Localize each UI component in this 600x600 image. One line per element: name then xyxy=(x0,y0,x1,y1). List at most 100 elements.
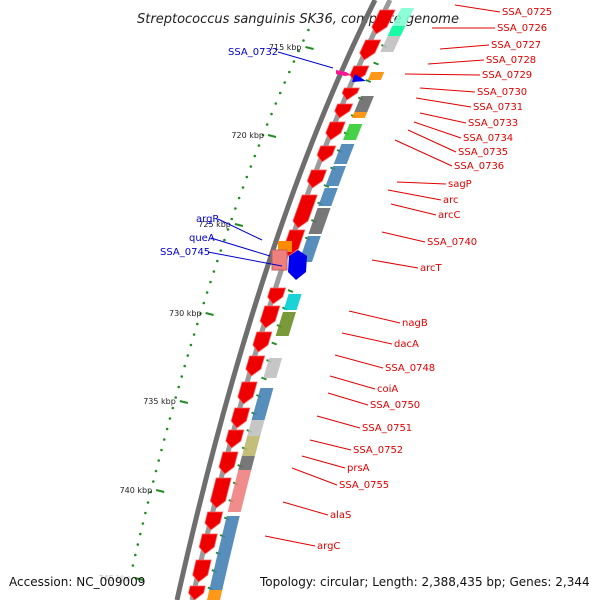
label-leader xyxy=(301,455,346,469)
gene-label-SSA_0751: SSA_0751 xyxy=(362,423,412,434)
gene-label-SSA_0750: SSA_0750 xyxy=(370,400,420,411)
gene-label-SSA_0755: SSA_0755 xyxy=(339,480,389,491)
genome-summary-text: Topology: circular; Length: 2,388,435 bp… xyxy=(260,575,590,589)
label-leader xyxy=(415,97,472,108)
gc-dot xyxy=(152,480,155,483)
feature-block xyxy=(351,112,368,118)
ruler-tick xyxy=(305,46,314,50)
gene-arrow xyxy=(334,103,354,119)
gene-SSA_0732-arrow xyxy=(352,74,366,82)
label-leader xyxy=(371,259,419,269)
gc-dot xyxy=(302,39,305,42)
gene-queA xyxy=(271,249,288,271)
gc-dot xyxy=(199,312,202,315)
gene-label-SSA_0733: SSA_0733 xyxy=(468,118,518,129)
gene-arrow xyxy=(325,121,346,141)
gc-dot xyxy=(154,469,158,473)
feature-block xyxy=(275,312,296,336)
ruler-tick xyxy=(134,577,144,581)
label-leader xyxy=(210,237,271,257)
label-leader xyxy=(348,310,401,324)
gc-dot xyxy=(292,60,296,63)
label-leader xyxy=(264,535,316,547)
ruler-label: 730 kbp xyxy=(169,309,202,318)
gc-dot xyxy=(261,133,265,137)
feature-block xyxy=(387,26,406,36)
gene-label-nagB: nagB xyxy=(402,318,428,329)
inner-tick xyxy=(287,289,294,293)
feature-block xyxy=(333,144,355,164)
gc-dot xyxy=(212,270,216,273)
ruler-label: 735 kbp xyxy=(143,397,176,406)
label-leader xyxy=(419,112,467,124)
feature-block xyxy=(209,560,230,590)
gene-arrow xyxy=(306,169,328,189)
ruler-label: 725 kbp xyxy=(198,220,231,229)
gc-dot xyxy=(307,28,310,32)
gc-dot xyxy=(168,417,172,420)
feature-block xyxy=(354,96,374,112)
gc-dot xyxy=(230,217,233,221)
gc-dot xyxy=(249,165,253,168)
label-leader xyxy=(309,439,352,451)
gc-dot xyxy=(202,301,206,305)
feature-block xyxy=(227,470,252,512)
gc-dot xyxy=(196,322,199,326)
gc-dot xyxy=(189,343,193,347)
label-leader xyxy=(404,73,481,76)
ruler-label: 740 kbp xyxy=(120,486,153,495)
inner-tick xyxy=(373,61,379,66)
label-leader xyxy=(291,467,338,486)
gene-arrow xyxy=(292,194,318,229)
gene-label-arcT: arcT xyxy=(420,263,443,274)
gc-dot xyxy=(144,511,147,515)
accession-text: Accession: NC_009009 xyxy=(9,575,146,589)
gene-arrow xyxy=(252,331,273,353)
gene-label-SSA_0728: SSA_0728 xyxy=(486,55,536,66)
gc-dot xyxy=(134,553,137,557)
gene-label-dacA: dacA xyxy=(394,339,419,350)
gene-SSA_0745 xyxy=(288,250,307,280)
label-leader xyxy=(277,51,334,69)
ruler-tick xyxy=(234,223,244,227)
feature-block xyxy=(207,590,223,600)
gc-dot xyxy=(186,354,190,357)
label-leader xyxy=(396,181,447,185)
gene-arrow xyxy=(245,355,266,377)
gene-label-SSA_0727: SSA_0727 xyxy=(491,40,541,51)
gene-label-SSA_0729: SSA_0729 xyxy=(482,70,532,81)
gene-arrow xyxy=(341,87,360,101)
feature-block xyxy=(380,36,401,52)
gene-arrow xyxy=(192,559,212,583)
gc-dot xyxy=(245,175,249,179)
inner-tick xyxy=(271,341,278,346)
feature-block xyxy=(216,516,240,560)
gene-arrow xyxy=(204,511,224,531)
gc-dot xyxy=(288,70,291,74)
gene-label-SSA_0740: SSA_0740 xyxy=(427,237,477,248)
gc-dot xyxy=(141,522,145,525)
gc-dot xyxy=(234,207,237,210)
gc-dot xyxy=(223,238,226,242)
gene-arrow xyxy=(218,451,239,475)
gene-label-SSA_0731: SSA_0731 xyxy=(473,102,523,113)
feature-block xyxy=(318,188,338,206)
gene-arrow xyxy=(259,305,281,329)
gc-dot xyxy=(265,123,269,126)
gene-label-argC: argC xyxy=(317,541,340,552)
gene-label-SSA_0730: SSA_0730 xyxy=(477,87,527,98)
gene-label-prsA: prsA xyxy=(347,463,370,474)
gene-SSA_0732 xyxy=(336,70,351,76)
feature-block xyxy=(308,208,331,234)
gene-label-arc: arc xyxy=(443,195,459,206)
label-leader xyxy=(282,501,329,516)
gene-arrow xyxy=(230,407,251,429)
gene-argR xyxy=(278,241,292,252)
gc-dot xyxy=(226,228,230,231)
label-leader xyxy=(327,392,369,406)
gene-label-SSA_0726: SSA_0726 xyxy=(497,23,547,34)
gc-dot xyxy=(205,291,209,294)
feature-block xyxy=(392,8,415,26)
feature-block xyxy=(241,436,261,456)
gc-dot xyxy=(297,49,301,53)
